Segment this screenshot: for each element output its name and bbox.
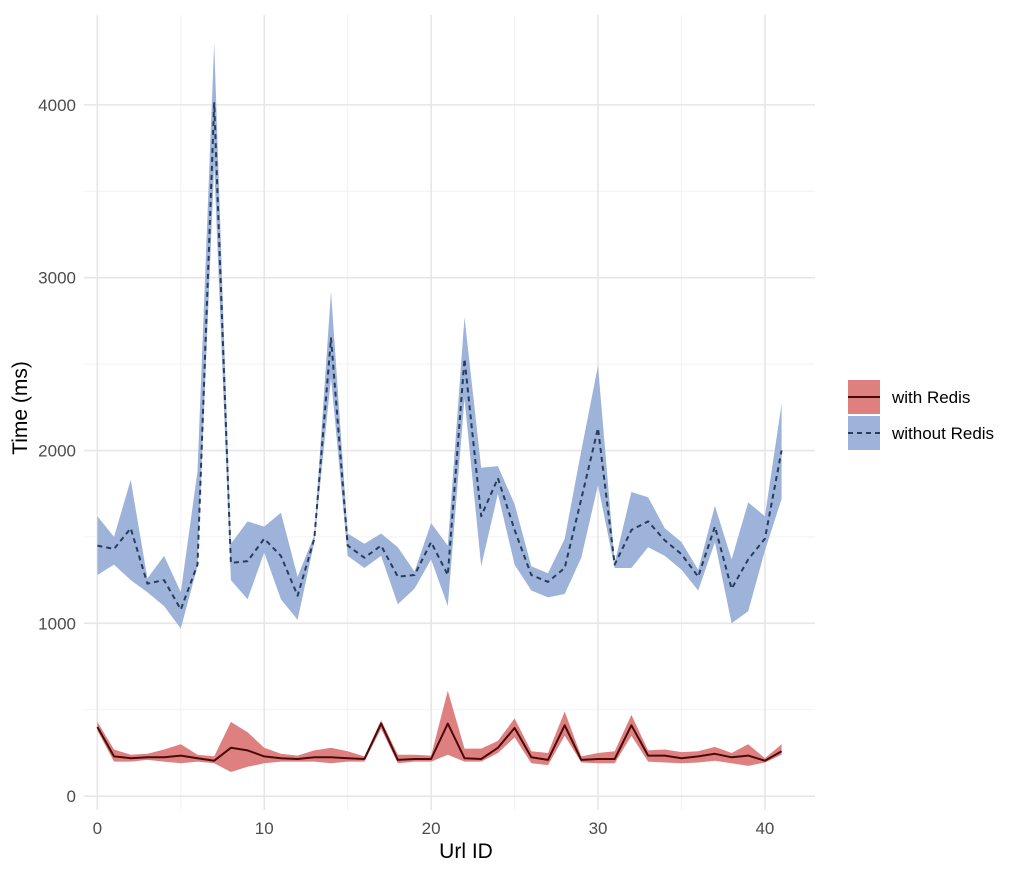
x-axis-tick-labels: 0 10 20 30 40: [93, 819, 775, 838]
x-axis-title: Url ID: [439, 840, 493, 863]
ribbon-with-redis: [97, 690, 782, 772]
ribbon-without-redis: [97, 42, 782, 629]
y-axis-tick-labels: 0 1000 2000 3000 4000: [38, 96, 76, 806]
x-tick-label: 40: [755, 819, 774, 838]
y-tick-label: 0: [67, 787, 76, 806]
x-tick-label: 10: [255, 819, 274, 838]
legend-label-without-redis: without Redis: [891, 424, 994, 443]
minor-gridlines: [84, 15, 815, 810]
legend-key-without-redis: [848, 416, 880, 450]
legend: with Redis without Redis: [848, 380, 994, 450]
x-tick-label: 0: [93, 819, 102, 838]
confidence-ribbons: [97, 42, 782, 772]
y-tick-label: 3000: [38, 269, 76, 288]
x-tick-label: 20: [422, 819, 441, 838]
major-gridlines: [84, 15, 815, 810]
y-tick-label: 2000: [38, 442, 76, 461]
y-axis-title: Time (ms): [9, 361, 32, 455]
y-tick-label: 4000: [38, 96, 76, 115]
y-tick-label: 1000: [38, 614, 76, 633]
x-tick-label: 30: [589, 819, 608, 838]
series-lines: [96, 102, 783, 762]
line-without-redis: [97, 102, 783, 611]
line-with-redis: [96, 722, 783, 762]
legend-label-with-redis: with Redis: [891, 388, 970, 407]
